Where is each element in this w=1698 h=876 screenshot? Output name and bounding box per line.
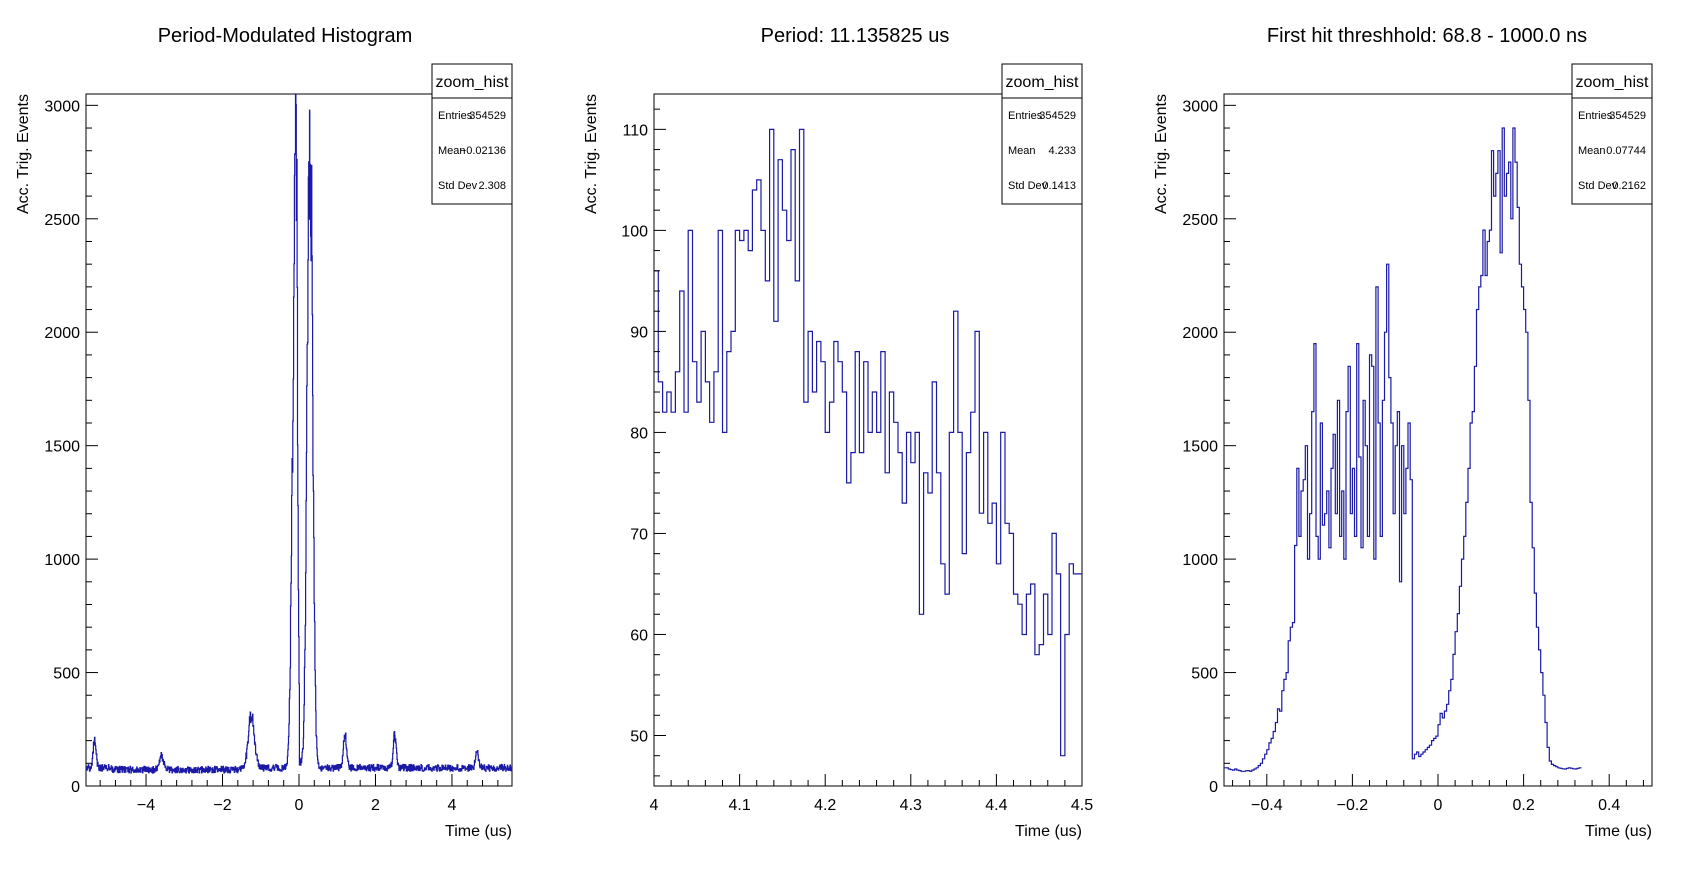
stats-box-title: zoom_hist (436, 74, 509, 91)
stats-label: Entries (438, 110, 473, 122)
stats-value: −0.02136 (460, 145, 506, 157)
stats-box-title: zoom_hist (1006, 74, 1079, 91)
x-axis-title: Time (us) (1015, 823, 1082, 840)
stats-label: Mean (438, 145, 466, 157)
y-tick-label: 2500 (44, 212, 80, 229)
chart-panel-2: Period: 11.135825 us 4 4.1 4.2 4.3 4.4 4.5 50 60… (583, 25, 1093, 840)
stats-label: Mean (1008, 145, 1036, 157)
y-axis-title: Acc. Trig. Events (583, 94, 600, 214)
y-tick-label: 1000 (44, 552, 80, 569)
chart-title: Period-Modulated Histogram (158, 25, 413, 47)
y-tick-label: 500 (1191, 666, 1218, 683)
x-tick-label: −0.4 (1251, 797, 1283, 814)
stats-box-frame (431, 63, 513, 205)
y-tick-label: 3000 (44, 98, 80, 115)
x-tick-label: 0 (295, 797, 304, 814)
histogram-series (654, 128, 1082, 757)
stats-box-frame (1001, 63, 1083, 205)
y-tick-label: 500 (53, 666, 80, 683)
stats-label: Entries (1008, 110, 1043, 122)
x-tick-label: −4 (137, 797, 155, 814)
y-tick-label: 2000 (1182, 325, 1218, 342)
x-tick-label: 4.2 (814, 797, 836, 814)
stats-label: Std Dev (1008, 180, 1048, 192)
x-tick-label: −0.2 (1337, 797, 1369, 814)
stats-label: Entries (1578, 110, 1613, 122)
x-tick-label: 4.4 (985, 797, 1007, 814)
y-axis-title: Acc. Trig. Events (1153, 94, 1170, 214)
stats-value: 0.07744 (1606, 145, 1646, 157)
y-tick-label: 90 (630, 324, 648, 341)
x-tick-label: 0.2 (1512, 797, 1534, 814)
stats-label: Std Dev (1578, 180, 1618, 192)
stats-label: Mean (1578, 145, 1606, 157)
x-tick-label: 0.4 (1598, 797, 1620, 814)
x-tick-label: 4.3 (900, 797, 922, 814)
stats-box-frame (1571, 63, 1653, 205)
chart-panel-3: First hit threshhold: 68.8 - 1000.0 ns −0… (1153, 25, 1653, 840)
stats-value: 0.2162 (1612, 180, 1646, 192)
stats-value: 4.233 (1048, 145, 1076, 157)
y-tick-label: 50 (630, 728, 648, 745)
y-tick-label: 110 (622, 122, 648, 139)
y-tick-label: 2500 (1182, 212, 1218, 229)
y-tick-label: 0 (71, 779, 80, 796)
plot-frame (653, 93, 1083, 787)
y-tick-label: 1000 (1182, 552, 1218, 569)
histogram-series (85, 93, 513, 774)
y-tick-label: 3000 (1182, 98, 1218, 115)
x-tick-label: −2 (213, 797, 231, 814)
stats-value: 354529 (1609, 110, 1646, 122)
stats-value: 0.1413 (1042, 180, 1076, 192)
y-tick-label: 1500 (1182, 439, 1218, 456)
y-tick-label: 2000 (44, 325, 80, 342)
x-tick-label: 4 (650, 797, 659, 814)
x-axis-title: Time (us) (1585, 823, 1652, 840)
y-tick-label: 80 (630, 425, 648, 442)
histogram-series (1224, 127, 1582, 772)
chart-title: Period: 11.135825 us (761, 25, 950, 47)
stats-label: Std Dev (438, 180, 478, 192)
x-tick-label: 4.5 (1071, 797, 1093, 814)
stats-value: 2.308 (478, 180, 506, 192)
y-axis-title: Acc. Trig. Events (15, 94, 32, 214)
y-tick-label: 0 (1209, 779, 1218, 796)
stats-box-title: zoom_hist (1576, 74, 1649, 91)
chart-panel-1: Period-Modulated Histogram −4 −2 0 2 4 0 500 100… (15, 25, 513, 840)
x-tick-label: 2 (371, 797, 380, 814)
stats-value: 354529 (469, 110, 506, 122)
y-tick-label: 1500 (44, 439, 80, 456)
y-tick-label: 70 (630, 526, 648, 543)
chart-title: First hit threshhold: 68.8 - 1000.0 ns (1267, 25, 1587, 47)
y-tick-label: 100 (621, 223, 648, 240)
x-tick-label: 0 (1434, 797, 1443, 814)
x-axis-title: Time (us) (445, 823, 512, 840)
y-tick-label: 60 (630, 627, 648, 644)
x-tick-label: 4 (448, 797, 457, 814)
stats-value: 354529 (1039, 110, 1076, 122)
x-tick-label: 4.1 (728, 797, 750, 814)
